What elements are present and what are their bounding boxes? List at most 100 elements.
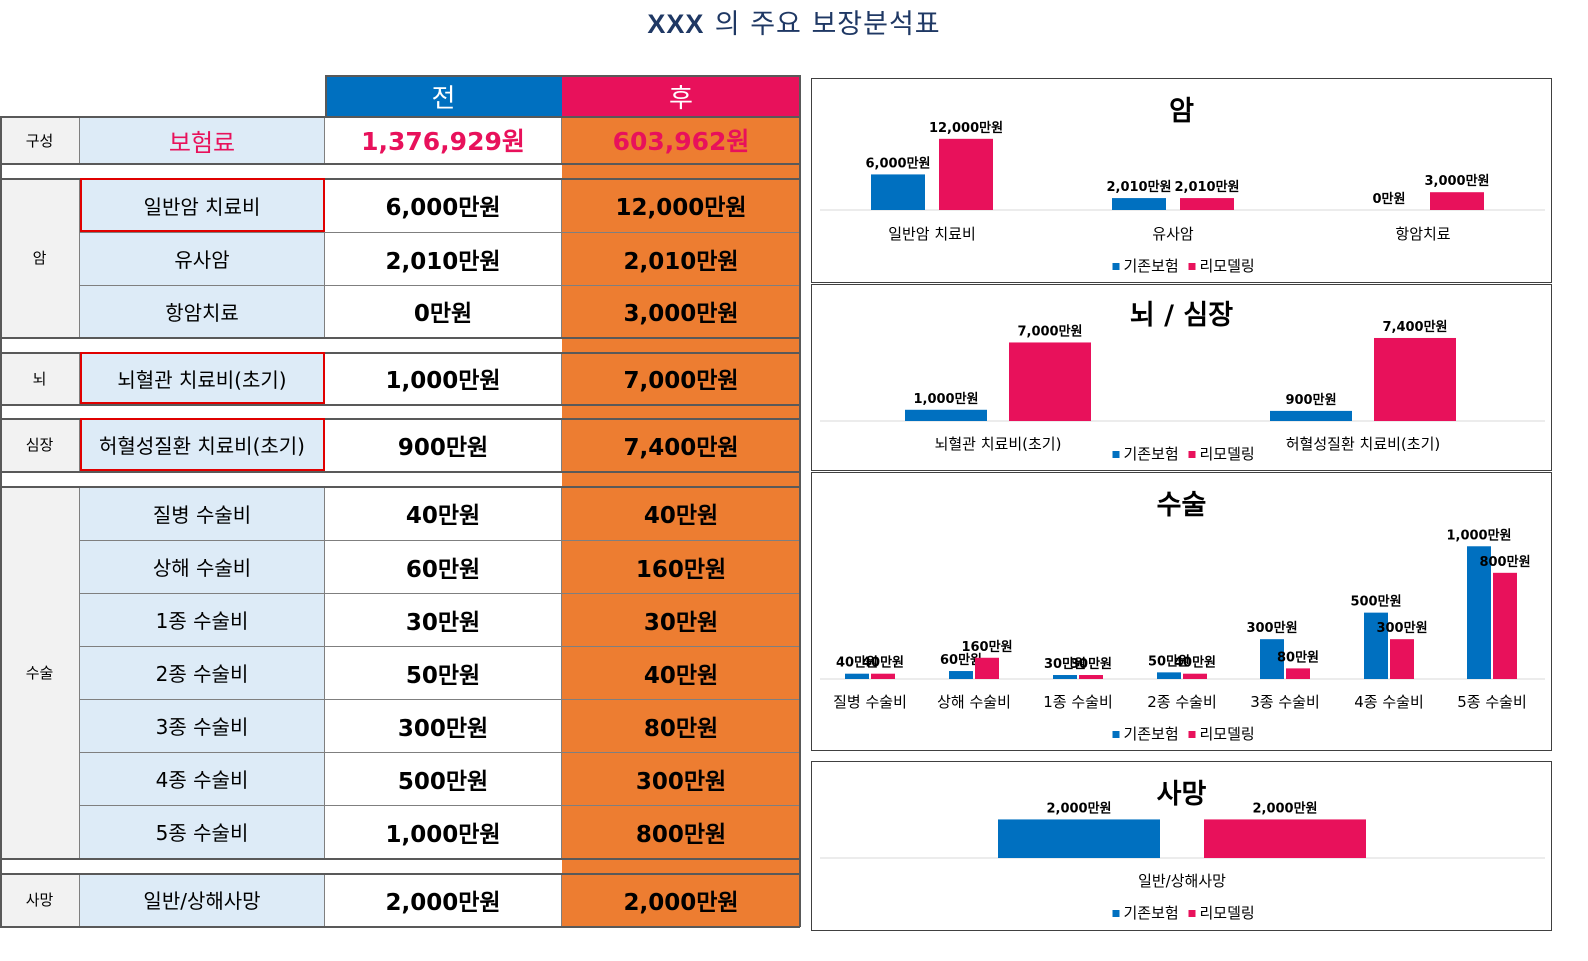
row-after-value: 80만원 bbox=[562, 699, 800, 752]
data-label: 900만원 bbox=[1285, 392, 1336, 408]
row-before-value: 500만원 bbox=[325, 752, 562, 805]
row-before-value: 900만원 bbox=[325, 418, 562, 471]
legend-label-remodeling: 리모델링 bbox=[1200, 904, 1255, 922]
table-divider bbox=[325, 75, 800, 77]
row-after-value: 40만원 bbox=[562, 486, 800, 540]
bar-remodeling bbox=[1374, 337, 1456, 421]
legend-swatch-remodeling bbox=[1188, 910, 1196, 917]
data-label: 3,000만원 bbox=[1424, 173, 1489, 189]
category-premium: 구성 bbox=[0, 117, 80, 163]
row-label: 1종 수술비 bbox=[80, 593, 325, 646]
spacer-row bbox=[0, 337, 562, 352]
bar-remodeling bbox=[1009, 342, 1091, 421]
spacer-row-after bbox=[562, 471, 800, 486]
data-label: 40만원 bbox=[862, 655, 904, 671]
row-after-value: 2,000만원 bbox=[562, 873, 800, 926]
highlight-box bbox=[80, 418, 325, 471]
bar-existing bbox=[949, 671, 973, 679]
bar-existing bbox=[905, 409, 987, 421]
row-label: 유사암 bbox=[80, 232, 325, 285]
data-label: 12,000만원 bbox=[929, 120, 1003, 136]
bar-existing bbox=[1364, 612, 1388, 679]
page-title: XXX 의 주요 보장분석표 bbox=[0, 2, 1588, 41]
row-after-value: 12,000만원 bbox=[562, 178, 800, 232]
category-label: 유사암 bbox=[1152, 225, 1194, 243]
category-label: 항암치료 bbox=[1395, 225, 1450, 243]
row-before-value: 30만원 bbox=[325, 593, 562, 646]
legend-label-remodeling: 리모델링 bbox=[1200, 445, 1255, 463]
row-label: 뇌혈관 치료비(초기) bbox=[80, 352, 325, 404]
row-before-value: 300만원 bbox=[325, 699, 562, 752]
table-divider bbox=[0, 471, 800, 473]
category-label: 상해 수술비 bbox=[937, 693, 1011, 711]
legend-label-existing: 기존보험 bbox=[1124, 904, 1179, 922]
row-before-value: 50만원 bbox=[325, 646, 562, 699]
table-divider bbox=[0, 926, 800, 928]
data-label: 30만원 bbox=[1044, 656, 1086, 672]
chart-title: 뇌 / 심장 bbox=[1129, 300, 1234, 331]
chart-panel: 암 6,000만원 12,000만원 일반암 치료비 2,010만원 2,010만원 유사암… bbox=[811, 78, 1552, 283]
category-label: 4종 수술비 bbox=[1354, 693, 1424, 711]
row-before-value: 1,000만원 bbox=[325, 352, 562, 404]
legend-label-existing: 기존보험 bbox=[1124, 257, 1179, 275]
data-label: 50만원 bbox=[1148, 653, 1190, 669]
chart-panel: 뇌 / 심장 1,000만원 7,000만원 뇌혈관 치료비(초기) 900만원 7,40… bbox=[811, 284, 1552, 471]
row-before-value: 1,000만원 bbox=[325, 805, 562, 858]
legend-label-remodeling: 리모델링 bbox=[1200, 257, 1255, 275]
row-label: 일반/상해사망 bbox=[80, 873, 325, 926]
highlight-box bbox=[80, 178, 325, 232]
category-label: 뇌혈관 치료비(초기) bbox=[935, 435, 1062, 453]
data-label: 160만원 bbox=[961, 639, 1012, 655]
data-label: 2,010만원 bbox=[1174, 179, 1239, 195]
row-label: 2종 수술비 bbox=[80, 646, 325, 699]
spacer-row-after bbox=[562, 858, 800, 873]
data-label: 0만원 bbox=[1373, 191, 1406, 207]
data-label: 1,000만원 bbox=[913, 391, 978, 407]
category-cell: 암 bbox=[0, 178, 80, 337]
table-divider bbox=[80, 540, 800, 541]
category-label: 허혈성질환 치료비(초기) bbox=[1286, 435, 1440, 453]
bar-existing bbox=[1053, 675, 1077, 679]
row-before-value: 40만원 bbox=[325, 486, 562, 540]
legend-label-remodeling: 리모델링 bbox=[1200, 725, 1255, 743]
bar-remodeling bbox=[939, 138, 993, 210]
data-label: 500만원 bbox=[1350, 594, 1401, 610]
chart-panel: 사망 2,000만원 2,000만원 일반/상해사망 기존보험 리모델링 bbox=[811, 761, 1552, 931]
data-label: 300만원 bbox=[1246, 620, 1297, 636]
table-divider bbox=[0, 418, 800, 420]
data-label: 2,010만원 bbox=[1106, 179, 1171, 195]
row-label: 4종 수술비 bbox=[80, 752, 325, 805]
spacer-row-after bbox=[562, 337, 800, 352]
spacer-row bbox=[0, 404, 562, 418]
chart-panel: 수술 40만원 40만원 질병 수술비 60만원 160만원 상해 수술비 30만원 30만원 1… bbox=[811, 472, 1552, 751]
data-label: 300만원 bbox=[1376, 620, 1427, 636]
table-divider bbox=[0, 116, 800, 118]
data-label: 40만원 bbox=[1174, 655, 1216, 671]
legend-swatch-remodeling bbox=[1188, 451, 1196, 458]
table-divider bbox=[80, 593, 800, 594]
highlight-box bbox=[80, 352, 325, 404]
row-label: 항암치료 bbox=[80, 285, 325, 337]
bar-remodeling bbox=[1286, 668, 1310, 679]
table-divider bbox=[80, 699, 800, 700]
table-edge bbox=[325, 75, 327, 117]
premium-label: 보험료 bbox=[80, 117, 325, 163]
bar-remodeling bbox=[1390, 639, 1414, 679]
title-text: 의 주요 보장분석표 bbox=[714, 9, 941, 40]
category-label: 1종 수술비 bbox=[1043, 693, 1113, 711]
table-divider bbox=[0, 486, 800, 488]
bar-existing bbox=[1157, 672, 1181, 679]
category-cell: 사망 bbox=[0, 873, 80, 926]
data-label: 800만원 bbox=[1479, 554, 1530, 570]
data-label: 2,000만원 bbox=[1046, 800, 1111, 816]
row-before-value: 6,000만원 bbox=[325, 178, 562, 232]
data-label: 2,000만원 bbox=[1252, 800, 1317, 816]
row-after-value: 3,000만원 bbox=[562, 285, 800, 337]
data-label: 60만원 bbox=[940, 652, 982, 668]
bar-existing bbox=[1260, 639, 1284, 679]
legend-swatch-remodeling bbox=[1188, 263, 1196, 270]
premium-before: 1,376,929원 bbox=[325, 117, 562, 163]
